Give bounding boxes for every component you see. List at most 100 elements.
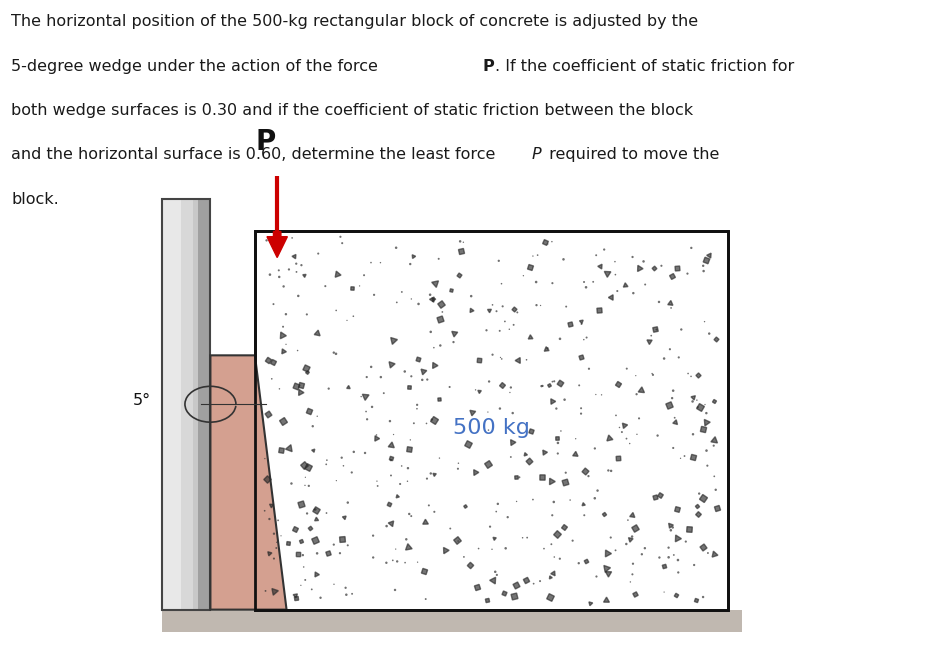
Point: [589, 389, 603, 400]
Point: [680, 269, 695, 279]
Point: [398, 366, 413, 377]
Point: [578, 282, 593, 293]
Point: [479, 325, 494, 336]
Text: both wedge surfaces is 0.30 and if the coefficient of static friction between th: both wedge surfaces is 0.30 and if the c…: [11, 103, 693, 118]
Point: [258, 505, 273, 516]
Bar: [162, 199, 181, 610]
Point: [320, 455, 335, 466]
Point: [589, 571, 603, 582]
Point: [544, 237, 559, 247]
Text: 5°: 5°: [133, 393, 151, 409]
Point: [626, 559, 641, 569]
Point: [530, 250, 545, 260]
Point: [701, 548, 716, 558]
Point: [340, 497, 355, 508]
Point: [607, 256, 622, 267]
Point: [363, 362, 378, 372]
Point: [282, 264, 297, 274]
Point: [335, 452, 349, 463]
Point: [485, 349, 500, 360]
Point: [665, 393, 679, 404]
Point: [649, 324, 664, 334]
Point: [347, 447, 362, 457]
Text: The horizontal position of the 500-kg rectangular block of concrete is adjusted : The horizontal position of the 500-kg re…: [11, 14, 698, 29]
Point: [451, 458, 466, 468]
Point: [404, 511, 419, 522]
Point: [534, 381, 549, 391]
Point: [581, 364, 596, 374]
Point: [464, 291, 478, 301]
Point: [505, 408, 520, 419]
Point: [502, 387, 517, 398]
Point: [289, 258, 304, 269]
Point: [401, 509, 416, 519]
Point: [533, 576, 548, 586]
Point: [258, 453, 273, 464]
Point: [503, 452, 518, 462]
Point: [520, 533, 535, 543]
Point: [276, 281, 291, 291]
Point: [359, 406, 374, 417]
Point: [546, 497, 561, 507]
Point: [622, 438, 637, 449]
Point: [563, 495, 578, 505]
Point: [485, 300, 500, 310]
Point: [666, 385, 680, 396]
Point: [619, 539, 634, 549]
Point: [608, 545, 623, 556]
Point: [431, 254, 446, 264]
Point: [588, 493, 603, 503]
Bar: [255, 231, 728, 610]
Point: [663, 344, 678, 355]
Point: [435, 306, 450, 317]
Point: [527, 578, 541, 589]
Point: [664, 303, 679, 313]
Point: [519, 355, 534, 365]
Point: [419, 418, 434, 428]
Point: [333, 548, 348, 558]
Point: [661, 552, 676, 563]
Point: [433, 340, 448, 351]
Point: [547, 552, 562, 562]
Point: [608, 410, 623, 421]
Point: [586, 276, 601, 287]
Point: [388, 544, 403, 554]
Point: [650, 430, 665, 441]
Point: [533, 301, 548, 311]
Point: [493, 352, 508, 363]
Point: [557, 394, 572, 405]
Point: [674, 324, 689, 334]
Point: [545, 278, 560, 288]
Point: [410, 557, 425, 567]
Point: [352, 281, 367, 291]
Point: [296, 550, 311, 560]
Text: and the horizontal surface is 0.60, determine the least force: and the horizontal surface is 0.60, dete…: [11, 147, 501, 162]
Bar: [162, 610, 742, 632]
Point: [558, 467, 573, 478]
Point: [556, 254, 571, 265]
Point: [410, 400, 425, 410]
Point: [383, 416, 398, 426]
Point: [684, 243, 699, 253]
Point: [267, 554, 282, 564]
Point: [581, 471, 596, 481]
Point: [262, 514, 277, 524]
Point: [394, 461, 409, 471]
Point: [551, 449, 565, 459]
Point: [403, 259, 418, 269]
Point: [326, 539, 341, 550]
Bar: [255, 231, 728, 610]
Point: [367, 289, 382, 300]
Point: [313, 593, 328, 603]
Point: [422, 500, 437, 511]
Point: [559, 301, 574, 312]
Point: [480, 407, 495, 417]
Bar: [162, 199, 210, 610]
Point: [432, 453, 447, 464]
Point: [619, 434, 634, 444]
Point: [299, 309, 314, 319]
Point: [540, 343, 555, 353]
Point: [427, 507, 442, 517]
Point: [298, 480, 312, 490]
Point: [695, 592, 710, 602]
